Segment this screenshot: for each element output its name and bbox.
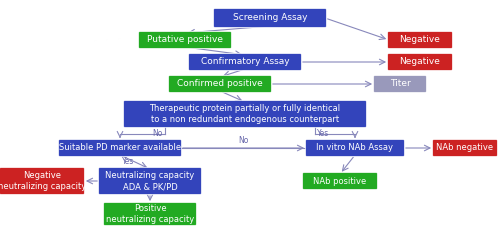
Text: Yes: Yes xyxy=(122,157,134,166)
FancyBboxPatch shape xyxy=(124,101,366,127)
Text: In vitro NAb Assay: In vitro NAb Assay xyxy=(316,143,394,152)
Text: Neutralizing capacity
ADA & PK/PD: Neutralizing capacity ADA & PK/PD xyxy=(106,171,194,191)
FancyBboxPatch shape xyxy=(302,173,378,190)
Text: NAb negative: NAb negative xyxy=(436,143,494,152)
Text: Negative: Negative xyxy=(400,35,440,45)
Text: Negative: Negative xyxy=(400,58,440,67)
FancyBboxPatch shape xyxy=(432,139,498,156)
FancyBboxPatch shape xyxy=(188,54,302,71)
Text: Negative
neutralizing capacity: Negative neutralizing capacity xyxy=(0,171,86,191)
Text: Confirmatory Assay: Confirmatory Assay xyxy=(200,58,290,67)
Text: NAb positive: NAb positive xyxy=(314,177,366,185)
Text: Positive
neutralizing capacity: Positive neutralizing capacity xyxy=(106,204,194,224)
Text: No: No xyxy=(238,136,248,145)
FancyBboxPatch shape xyxy=(306,139,404,156)
Text: Screening Assay: Screening Assay xyxy=(233,13,307,22)
FancyBboxPatch shape xyxy=(374,76,426,93)
FancyBboxPatch shape xyxy=(168,76,272,93)
FancyBboxPatch shape xyxy=(388,31,452,49)
Text: Therapeutic protein partially or fully identical
to a non redundant endogenous c: Therapeutic protein partially or fully i… xyxy=(150,104,340,124)
FancyBboxPatch shape xyxy=(214,8,326,28)
FancyBboxPatch shape xyxy=(138,31,232,49)
FancyBboxPatch shape xyxy=(58,139,182,156)
Text: No: No xyxy=(152,129,163,138)
Text: Suitable PD marker available: Suitable PD marker available xyxy=(59,143,181,152)
Text: Confirmed positive: Confirmed positive xyxy=(177,80,263,88)
FancyBboxPatch shape xyxy=(388,54,452,71)
Text: Titer: Titer xyxy=(390,80,410,88)
FancyBboxPatch shape xyxy=(98,168,202,194)
Text: Putative positive: Putative positive xyxy=(147,35,223,45)
FancyBboxPatch shape xyxy=(0,168,84,194)
Text: Yes: Yes xyxy=(317,129,329,138)
FancyBboxPatch shape xyxy=(104,202,196,226)
